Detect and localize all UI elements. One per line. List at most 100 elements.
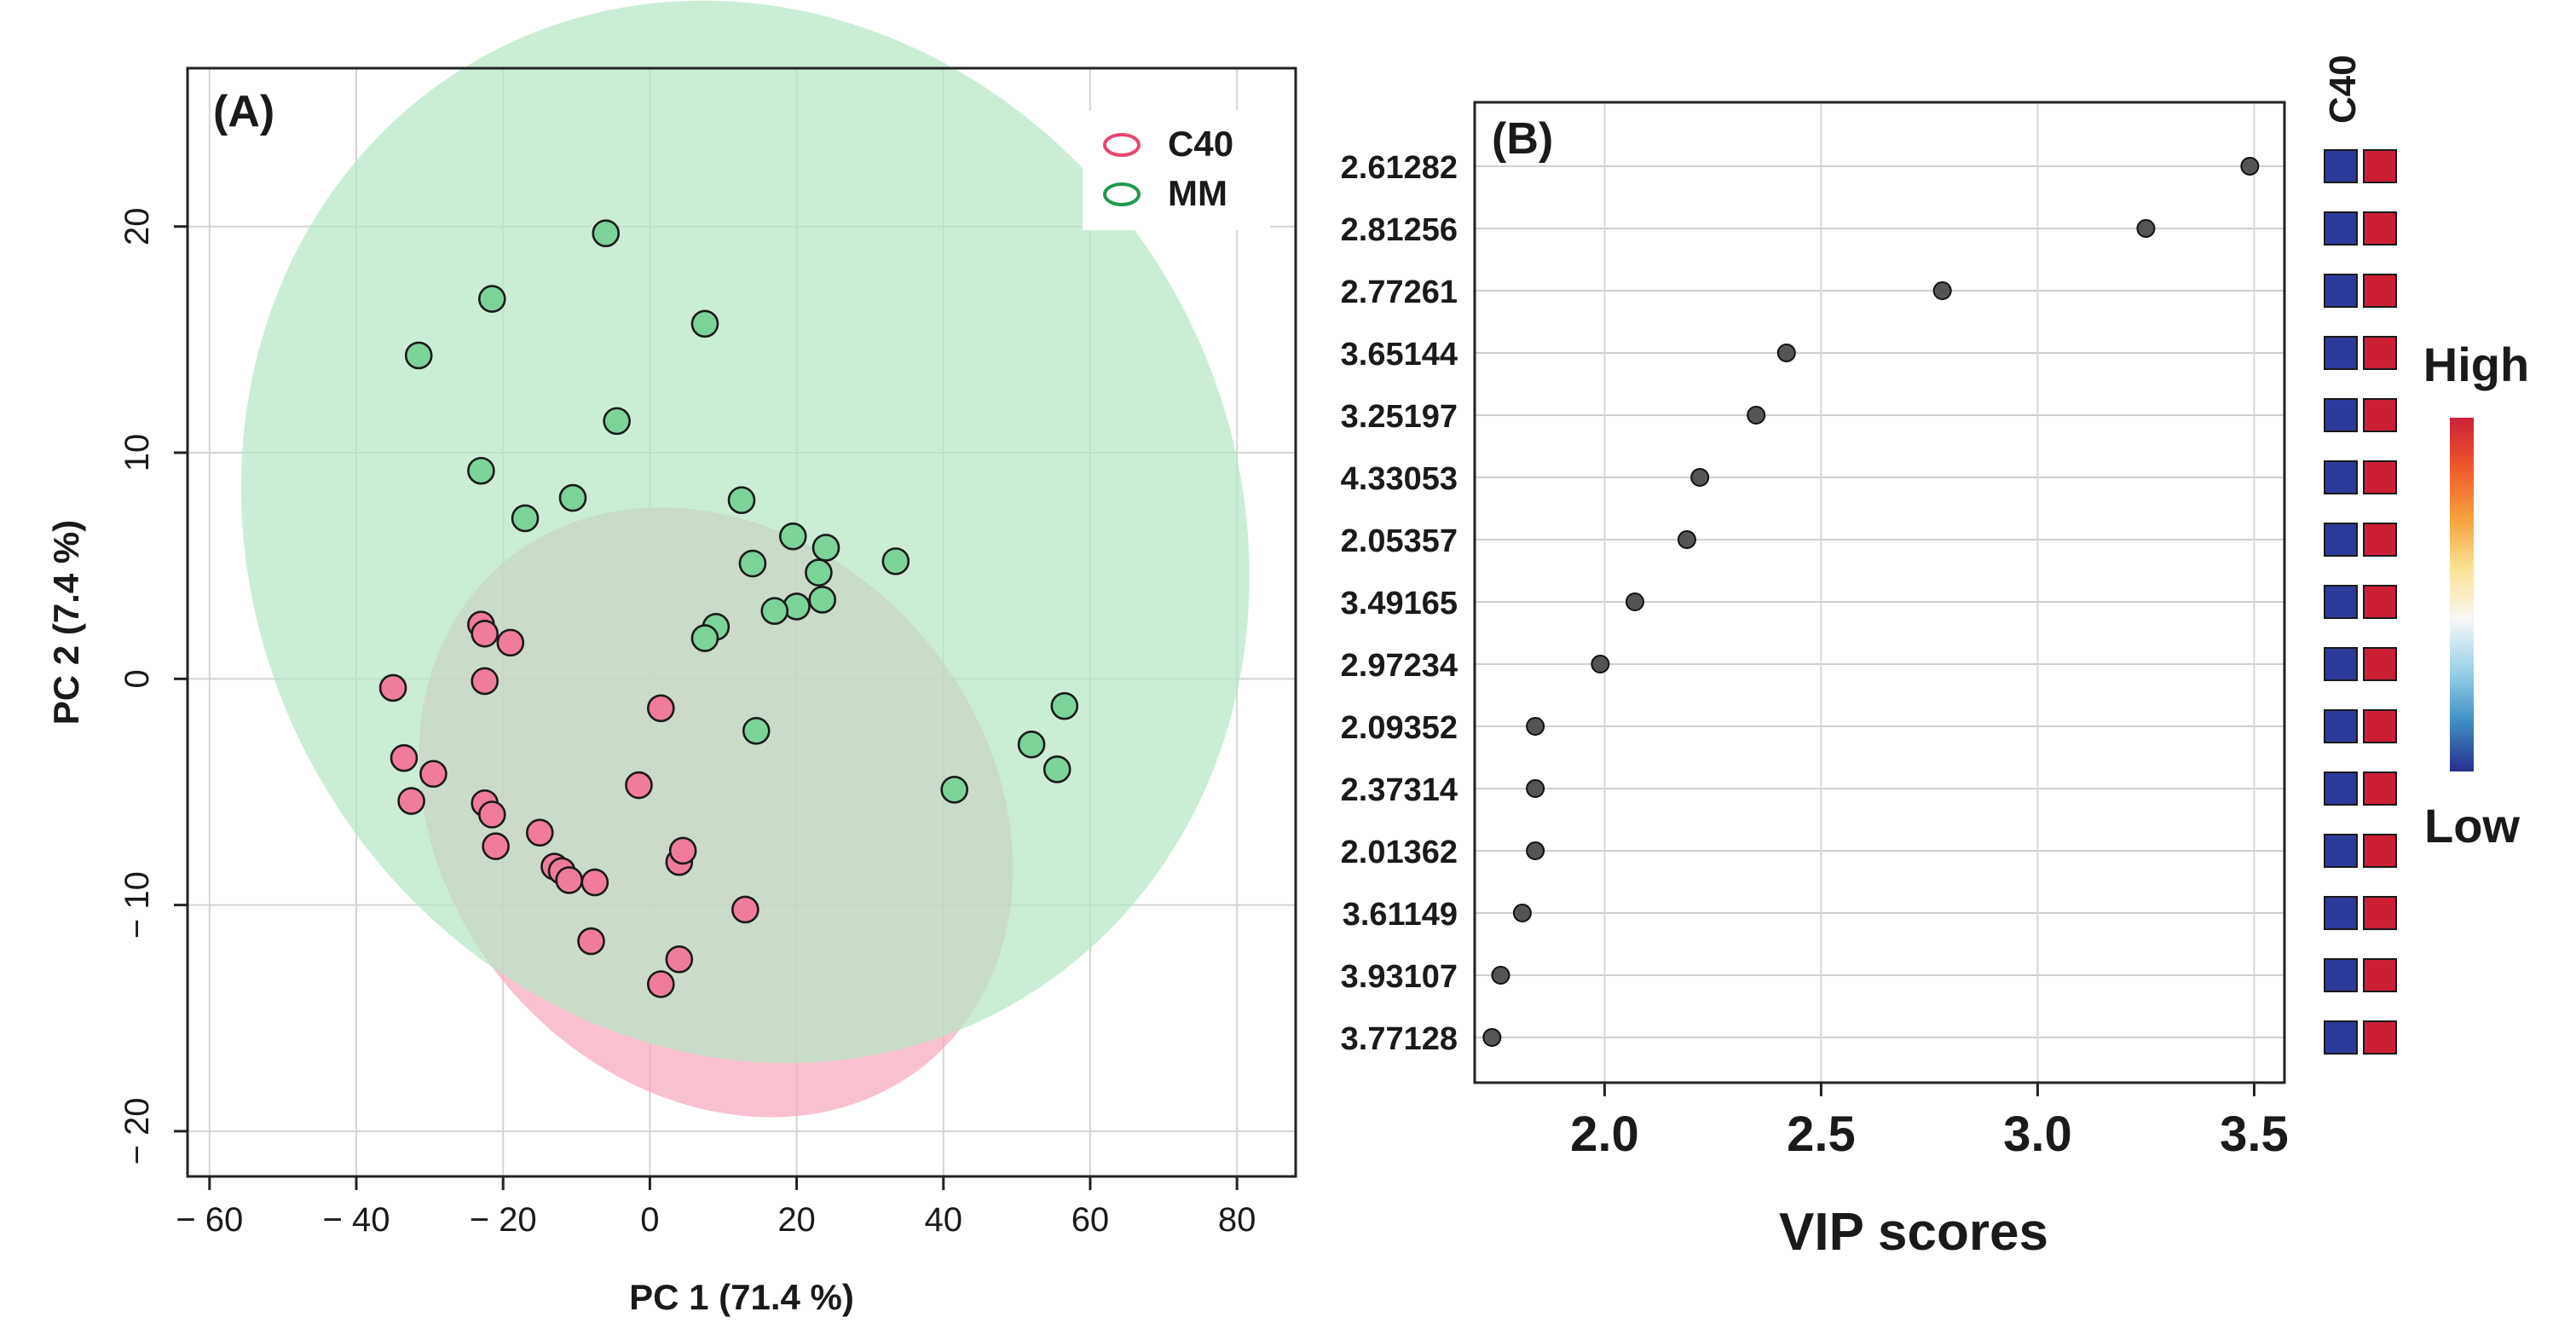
point-c40 <box>378 673 407 702</box>
vip-heatmap <box>2324 149 2397 1055</box>
vip-feature-label: 3.93107 <box>1341 959 1458 995</box>
point-mm <box>1043 755 1071 783</box>
pca-x-tick-label: 20 <box>777 1201 816 1239</box>
pca-y-tick-label: − 20 <box>118 1097 156 1165</box>
point-c40 <box>668 836 697 865</box>
heatmap-cell-low <box>2324 460 2358 494</box>
pca-plot-frame <box>186 66 1297 1178</box>
vip-point <box>1932 281 1952 300</box>
point-mm <box>690 624 719 652</box>
vip-plot-frame <box>1473 101 2286 1084</box>
point-c40 <box>731 895 760 924</box>
pca-x-tick-label: − 20 <box>470 1201 537 1239</box>
heatmap-cell-low <box>2324 523 2358 557</box>
point-mm <box>727 486 756 515</box>
point-c40 <box>625 771 653 800</box>
point-c40 <box>390 743 419 772</box>
vip-feature-label: 3.49165 <box>1341 586 1458 621</box>
vip-feature-label: 3.25197 <box>1341 399 1458 435</box>
vip-point <box>1747 406 1766 425</box>
vip-point <box>1526 779 1545 798</box>
heatmap-cell-low <box>2324 398 2358 432</box>
heatmap-cell-low <box>2324 647 2358 681</box>
heatmap-cell-high <box>2363 896 2397 930</box>
heatmap-cell-high <box>2363 647 2397 681</box>
point-c40 <box>397 787 425 815</box>
heatmap-cell-low <box>2324 211 2358 246</box>
vip-point <box>2240 157 2260 176</box>
vip-x-axis: 2.0 2.5 3.0 3.5 <box>1570 1083 2289 1162</box>
vip-score-plot: 2.61282 2.81256 2.77261 3.65144 3.25197 4.330… <box>1341 55 2530 1262</box>
colorbar-gradient <box>2450 418 2474 772</box>
point-mm <box>404 341 433 370</box>
point-c40 <box>646 970 675 998</box>
vip-point <box>1526 717 1545 736</box>
pca-x-tick-label: − 60 <box>176 1201 243 1239</box>
legend-c40-label: C40 <box>1168 124 1233 164</box>
point-c40 <box>471 619 499 648</box>
point-mm <box>760 597 789 626</box>
heatmap-cell-low <box>2324 336 2358 370</box>
point-c40 <box>646 694 675 723</box>
vip-feature-label: 3.61149 <box>1343 897 1458 933</box>
pca-x-axis: − 60 − 40 − 20 0 20 40 60 80 <box>176 1176 1256 1239</box>
pca-y-tick-label: 0 <box>118 669 156 688</box>
heatmap-cell-high <box>2363 460 2397 494</box>
vip-feature-label: 2.01362 <box>1341 835 1458 870</box>
vip-x-tick-label: 3.0 <box>2003 1107 2072 1162</box>
vip-point <box>1591 655 1610 673</box>
pca-x-tick-label: 40 <box>925 1201 963 1239</box>
point-mm <box>881 547 910 575</box>
heatmap-column-label: C40 <box>2322 55 2364 124</box>
point-mm <box>940 776 968 804</box>
pca-y-tick-label: − 10 <box>118 871 156 939</box>
heatmap-cell-low <box>2324 896 2358 930</box>
pca-y-tick-label: 10 <box>118 434 156 472</box>
vip-feature-label: 3.65144 <box>1341 337 1458 373</box>
point-mm <box>511 504 540 533</box>
legend-mm-label: MM <box>1168 173 1227 213</box>
heatmap-cell-low <box>2324 709 2358 743</box>
vip-point <box>1512 904 1532 922</box>
pca-points <box>378 219 1079 998</box>
legend-mm-marker <box>1103 182 1141 206</box>
vip-x-axis-title: VIP scores <box>1779 1203 2048 1262</box>
vip-gridlines <box>1475 102 2284 1083</box>
vip-feature-label: 2.77261 <box>1341 275 1458 310</box>
heatmap-cell-high <box>2363 211 2397 246</box>
vip-point <box>1677 530 1696 549</box>
point-c40 <box>555 866 583 894</box>
pca-legend: C40 MM <box>1083 111 1270 230</box>
point-mm <box>558 483 587 512</box>
point-mm <box>805 558 833 587</box>
vip-feature-label: 4.33053 <box>1341 461 1458 497</box>
heatmap-cell-high <box>2363 398 2397 432</box>
vip-x-tick-label: 2.5 <box>1787 1107 1856 1162</box>
pca-y-axis-title: PC 2 (7.4 %) <box>46 520 86 725</box>
heatmap-cell-high <box>2363 523 2397 557</box>
point-mm <box>1050 691 1079 720</box>
point-c40 <box>471 667 499 696</box>
vip-feature-label: 2.09352 <box>1341 710 1458 746</box>
heatmap-cell-low <box>2324 958 2358 992</box>
point-mm <box>477 285 506 313</box>
point-c40 <box>577 927 605 956</box>
pca-x-tick-label: 60 <box>1071 1201 1110 1239</box>
point-mm <box>742 717 771 745</box>
heatmap-cell-low <box>2324 772 2358 806</box>
pca-y-axis: − 20 − 10 0 10 20 <box>118 207 188 1165</box>
point-mm <box>778 522 807 551</box>
point-mm <box>592 219 621 247</box>
vip-x-tick-label: 3.5 <box>2220 1107 2289 1162</box>
point-mm <box>1017 730 1046 759</box>
heatmap-cell-low <box>2324 834 2358 868</box>
vip-feature-label: 2.37314 <box>1341 772 1458 808</box>
point-mm <box>690 309 719 338</box>
colorbar-low-label: Low <box>2424 799 2520 852</box>
vip-point <box>1690 468 1710 487</box>
heatmap-cell-low <box>2324 585 2358 619</box>
heatmap-cell-low <box>2324 1020 2358 1055</box>
vip-point <box>1491 966 1510 985</box>
pca-x-tick-label: 0 <box>640 1201 659 1239</box>
